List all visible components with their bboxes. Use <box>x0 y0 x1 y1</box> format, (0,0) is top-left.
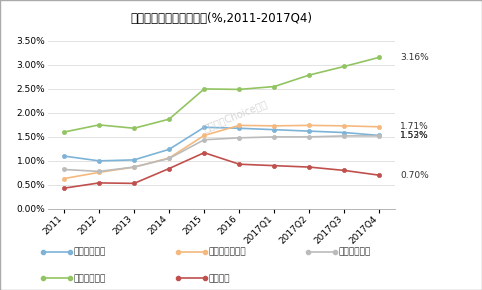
农村商业银行 <box>96 123 102 127</box>
国有商业银行 <box>61 154 67 158</box>
国有商业银行 <box>236 126 242 130</box>
城市商业银行 <box>166 157 172 160</box>
Text: 0.70%: 0.70% <box>400 171 429 180</box>
农村商业银行 <box>236 88 242 91</box>
外资银行 <box>307 165 312 169</box>
农村商业银行 <box>166 117 172 121</box>
Line: 农村商业银行: 农村商业银行 <box>62 55 382 134</box>
农村商业银行 <box>131 126 137 130</box>
农村商业银行 <box>342 65 348 68</box>
Text: 1.71%: 1.71% <box>400 122 429 131</box>
Text: 城市商业银行: 城市商业银行 <box>338 248 371 257</box>
城市商业银行 <box>201 138 207 142</box>
农村商业银行 <box>307 73 312 77</box>
城市商业银行 <box>342 134 348 138</box>
Line: 股份制商业银行: 股份制商业银行 <box>62 123 382 181</box>
外资银行 <box>342 169 348 172</box>
股份制商业银行 <box>96 171 102 174</box>
国有商业银行 <box>166 148 172 151</box>
国有商业银行 <box>96 159 102 163</box>
外资银行 <box>166 167 172 170</box>
外资银行 <box>236 162 242 166</box>
城市商业银行 <box>96 170 102 173</box>
股份制商业银行 <box>271 124 277 128</box>
Text: 1.53%: 1.53% <box>400 131 429 140</box>
Title: 各类商业银行不良贷款率(%,2011-2017Q4): 各类商业银行不良贷款率(%,2011-2017Q4) <box>131 12 313 25</box>
Line: 外资银行: 外资银行 <box>62 151 382 190</box>
国有商业银行 <box>307 129 312 133</box>
股份制商业银行 <box>166 156 172 160</box>
股份制商业银行 <box>376 125 382 128</box>
Text: 外资银行: 外资银行 <box>208 274 230 283</box>
Text: 东方财富Choice数据: 东方财富Choice数据 <box>202 98 269 133</box>
股份制商业银行 <box>236 124 242 127</box>
外资银行 <box>131 182 137 185</box>
Line: 国有商业银行: 国有商业银行 <box>62 125 382 163</box>
股份制商业银行 <box>201 134 207 137</box>
国有商业银行 <box>271 128 277 131</box>
外资银行 <box>201 151 207 155</box>
外资银行 <box>271 164 277 167</box>
国有商业银行 <box>342 131 348 134</box>
农村商业银行 <box>376 56 382 59</box>
Text: 农村商业银行: 农村商业银行 <box>73 274 106 283</box>
城市商业银行 <box>376 134 382 138</box>
城市商业银行 <box>307 135 312 139</box>
农村商业银行 <box>61 130 67 134</box>
城市商业银行 <box>236 136 242 139</box>
股份制商业银行 <box>131 165 137 169</box>
Text: 股份制商业银行: 股份制商业银行 <box>208 248 246 257</box>
国有商业银行 <box>376 134 382 137</box>
外资银行 <box>376 173 382 177</box>
外资银行 <box>96 181 102 185</box>
股份制商业银行 <box>307 124 312 127</box>
城市商业银行 <box>61 168 67 171</box>
农村商业银行 <box>201 87 207 91</box>
国有商业银行 <box>131 158 137 162</box>
股份制商业银行 <box>342 124 348 128</box>
Text: 1.52%: 1.52% <box>400 131 428 140</box>
城市商业银行 <box>131 165 137 169</box>
Line: 城市商业银行: 城市商业银行 <box>62 134 382 173</box>
Text: 国有商业银行: 国有商业银行 <box>73 248 106 257</box>
城市商业银行 <box>271 135 277 139</box>
农村商业银行 <box>271 85 277 88</box>
外资银行 <box>61 186 67 190</box>
国有商业银行 <box>201 126 207 129</box>
股份制商业银行 <box>61 177 67 180</box>
Text: 3.16%: 3.16% <box>400 53 429 62</box>
